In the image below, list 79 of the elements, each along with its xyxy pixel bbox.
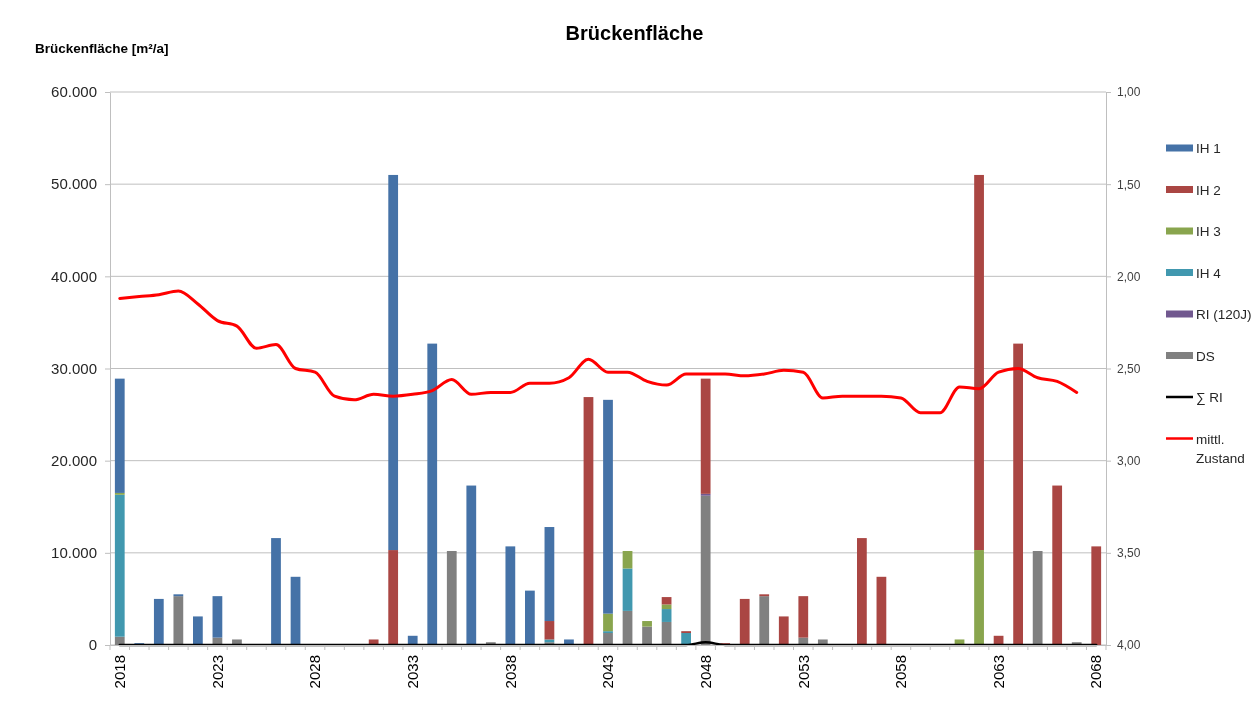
bar (700, 495, 711, 645)
legend-label: IH 2 (1196, 182, 1221, 198)
bar (505, 546, 516, 645)
bar (876, 576, 887, 645)
bar (974, 550, 984, 645)
line-series (118, 289, 1079, 415)
bar (466, 485, 477, 645)
bar (525, 590, 535, 645)
bar (1091, 546, 1102, 645)
bar (798, 596, 809, 638)
x-tick-label: 2033 (403, 655, 421, 689)
x-tick-label: 2048 (696, 655, 714, 689)
bar (1013, 343, 1023, 645)
bar (388, 174, 399, 551)
y2-tick-label: 2,50 (1117, 361, 1141, 376)
y2-tick-label: 1,00 (1117, 85, 1141, 100)
bar (271, 538, 281, 645)
bar (739, 598, 750, 645)
y2-tick-label: 4,00 (1117, 638, 1141, 653)
x-tick-label: 2043 (599, 655, 617, 689)
bar (193, 616, 203, 645)
y2-tick-label: 3,00 (1117, 454, 1141, 469)
legend-label: IH 3 (1196, 224, 1221, 239)
bar (544, 621, 555, 640)
x-tick-label: 2023 (208, 655, 226, 689)
y-tick-label: 40.000 (51, 267, 97, 285)
bar (114, 494, 125, 637)
bar (681, 633, 691, 645)
bar (1032, 550, 1043, 645)
bar (290, 576, 301, 645)
bar (114, 378, 125, 493)
bar (974, 174, 984, 551)
x-tick-label: 2058 (892, 655, 910, 689)
bar (603, 399, 613, 614)
y-tick-label: 10.000 (51, 544, 97, 562)
bar (173, 596, 184, 645)
bar (427, 343, 438, 645)
bar (388, 550, 399, 645)
y2-tick-label: 1,50 (1117, 177, 1141, 192)
bar (642, 621, 652, 627)
y-tick-label: 50.000 (51, 175, 97, 193)
bar (759, 596, 770, 645)
bar (603, 633, 613, 645)
y2-tick-label: 3,50 (1117, 546, 1141, 561)
legend-label: ∑ RI (1196, 390, 1223, 405)
bar (857, 538, 867, 645)
legend-label: DS (1196, 348, 1215, 364)
legend-label: RI (120J) (1196, 307, 1252, 322)
x-tick-label: 2038 (501, 655, 519, 689)
legend-label: IH 4 (1196, 265, 1222, 281)
bar (642, 626, 652, 645)
bar (661, 609, 672, 622)
y-tick-label: 60.000 (51, 83, 97, 101)
y-tick-label: 30.000 (51, 359, 97, 377)
x-tick-label: 2053 (794, 655, 812, 689)
x-tick-label: 2018 (111, 655, 129, 689)
y-tick-label: 20.000 (51, 451, 97, 469)
bar (622, 550, 633, 569)
x-tick-label: 2068 (1087, 655, 1105, 689)
bar (661, 604, 672, 610)
bar (778, 616, 789, 645)
legend-label: IH 1 (1196, 141, 1221, 156)
y-axis-title: Brückenfläche [m²/a] (35, 41, 169, 56)
bar (544, 527, 555, 622)
bar (700, 378, 711, 494)
legend-label: mittl. Zustand (1196, 431, 1245, 467)
chart-title: Brückenfläche (565, 22, 704, 44)
x-tick-label: 2028 (306, 655, 324, 689)
y2-tick-label: 2,00 (1117, 269, 1141, 284)
bar (1052, 485, 1063, 645)
y-tick-label: 0 (88, 636, 97, 654)
bar (583, 397, 594, 645)
bar (446, 550, 457, 645)
bar (153, 598, 164, 645)
bar (212, 596, 223, 638)
x-tick-label: 2063 (989, 655, 1007, 689)
bar (622, 568, 633, 611)
bar (114, 636, 125, 645)
bar (603, 613, 613, 632)
